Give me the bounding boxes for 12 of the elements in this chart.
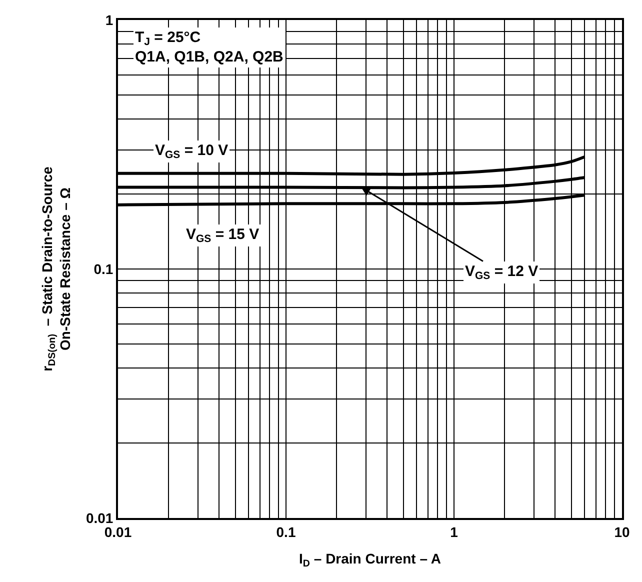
y-tick-label: 0.01 [86, 510, 114, 526]
annotation: T$_{J}$ = 25°C Q1A, Q1B, Q2A, Q2B [135, 29, 284, 66]
x-tick-label: 0.1 [276, 524, 296, 540]
annotation: V$_{GS}$ = 15 V [186, 226, 260, 246]
x-tick-label: 0.01 [104, 524, 132, 540]
x-tick-label: 10 [614, 524, 630, 540]
annotation: V$_{GS}$ = 12 V [465, 263, 538, 282]
annotation: V$_{GS}$ = 10 V [155, 142, 228, 162]
x-tick-label: 1 [450, 524, 458, 540]
y-tick-label: 1 [105, 12, 114, 28]
x-axis-title: I$_{D}$ – Drain Current – A [299, 550, 441, 570]
y-tick-label: 0.1 [94, 260, 114, 277]
